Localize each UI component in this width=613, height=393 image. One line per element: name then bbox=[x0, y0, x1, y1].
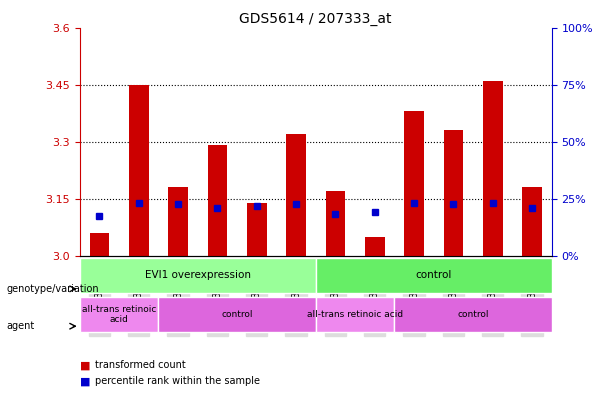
Text: percentile rank within the sample: percentile rank within the sample bbox=[95, 376, 260, 386]
Text: control: control bbox=[221, 310, 253, 319]
Title: GDS5614 / 207333_at: GDS5614 / 207333_at bbox=[240, 13, 392, 26]
Bar bbox=[404, 111, 424, 256]
Text: control: control bbox=[416, 270, 452, 280]
Bar bbox=[168, 187, 188, 256]
Text: genotype/variation: genotype/variation bbox=[6, 284, 99, 294]
Text: ■: ■ bbox=[80, 360, 90, 371]
Bar bbox=[444, 130, 463, 256]
Bar bbox=[326, 191, 345, 256]
FancyBboxPatch shape bbox=[316, 297, 394, 332]
FancyBboxPatch shape bbox=[158, 297, 316, 332]
Bar bbox=[129, 84, 148, 256]
FancyBboxPatch shape bbox=[80, 258, 316, 293]
Text: transformed count: transformed count bbox=[95, 360, 186, 371]
FancyBboxPatch shape bbox=[316, 258, 552, 293]
Bar bbox=[483, 81, 503, 256]
Text: agent: agent bbox=[6, 321, 34, 331]
Text: control: control bbox=[457, 310, 489, 319]
Bar bbox=[247, 202, 267, 256]
Bar bbox=[89, 233, 109, 256]
Text: all-trans retinoic acid: all-trans retinoic acid bbox=[307, 310, 403, 319]
Bar bbox=[522, 187, 542, 256]
Text: EVI1 overexpression: EVI1 overexpression bbox=[145, 270, 251, 280]
Bar bbox=[286, 134, 306, 256]
Text: all-trans retinoic
acid: all-trans retinoic acid bbox=[82, 305, 156, 324]
Text: ■: ■ bbox=[80, 376, 90, 386]
FancyBboxPatch shape bbox=[80, 297, 158, 332]
FancyBboxPatch shape bbox=[394, 297, 552, 332]
Bar bbox=[365, 237, 384, 256]
Bar bbox=[208, 145, 227, 256]
